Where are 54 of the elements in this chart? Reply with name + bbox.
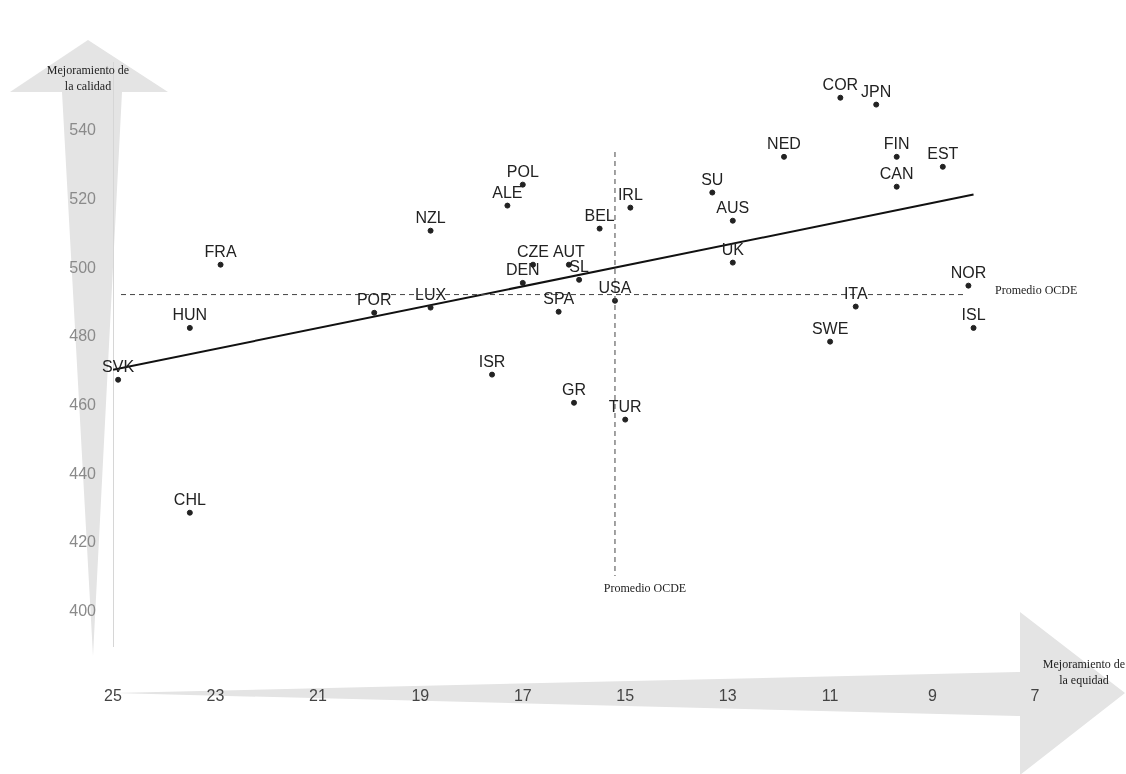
data-label: HUN bbox=[172, 306, 208, 324]
data-label: USA bbox=[598, 279, 632, 297]
data-label: DEN bbox=[505, 261, 540, 279]
x-tick-label: 13 bbox=[718, 687, 737, 705]
data-label: AUS bbox=[716, 199, 750, 217]
data-label: CZE bbox=[517, 243, 550, 261]
x-tick-label: 25 bbox=[104, 687, 122, 705]
data-label: FRA bbox=[204, 243, 237, 261]
data-label: COR bbox=[822, 76, 859, 94]
data-label: SL bbox=[569, 258, 590, 276]
data-label: ISL bbox=[961, 306, 986, 324]
data-label: SWE bbox=[811, 320, 849, 338]
data-label: SU bbox=[701, 170, 724, 188]
x-tick-label: 7 bbox=[1030, 687, 1040, 705]
x-tick-label: 9 bbox=[928, 687, 938, 705]
data-label: ALE bbox=[492, 184, 523, 201]
data-label: EST bbox=[927, 145, 959, 163]
data-label: POL bbox=[506, 163, 539, 181]
data-label: CAN bbox=[879, 165, 914, 183]
x-tick-label: 11 bbox=[821, 687, 839, 705]
data-label: NZL bbox=[415, 209, 446, 227]
data-label: UK bbox=[721, 241, 745, 259]
ref-line-label: Promedio OCDE bbox=[995, 282, 1078, 297]
x-tick-label: 17 bbox=[513, 687, 532, 705]
y-tick-label: 440 bbox=[69, 464, 97, 482]
y-tick-label: 420 bbox=[69, 533, 97, 551]
data-label: GR bbox=[562, 381, 586, 399]
data-label: IRL bbox=[617, 186, 643, 204]
data-label: SPA bbox=[543, 290, 575, 308]
x-tick-label: 19 bbox=[411, 687, 430, 705]
y-tick-label: 460 bbox=[69, 395, 97, 413]
x-tick-label: 15 bbox=[616, 687, 635, 705]
y-tick-label: 500 bbox=[69, 258, 97, 276]
data-label: TUR bbox=[608, 398, 642, 416]
data-label: NED bbox=[767, 135, 801, 153]
y-axis-title: Mejoramiento de la calidad bbox=[45, 62, 131, 94]
data-label: CHL bbox=[173, 491, 206, 509]
data-label: BEL bbox=[584, 207, 615, 225]
data-label: JPN bbox=[861, 83, 892, 100]
y-tick-label: 520 bbox=[69, 189, 97, 207]
data-label: LUX bbox=[415, 286, 447, 304]
ref-line-label: Promedio OCDE bbox=[603, 581, 687, 596]
data-label: FIN bbox=[883, 135, 910, 153]
x-axis-title: Mejoramiento de la equidad bbox=[1042, 656, 1126, 688]
x-tick-label: 23 bbox=[206, 687, 225, 705]
y-tick-label: 480 bbox=[69, 327, 97, 345]
data-label: POR bbox=[356, 291, 392, 309]
x-tick-label: 21 bbox=[308, 687, 327, 705]
y-tick-label: 400 bbox=[69, 602, 97, 620]
data-label: NOR bbox=[950, 264, 987, 282]
data-label: ITA bbox=[843, 285, 868, 302]
data-label: AUT bbox=[552, 243, 586, 261]
data-label: ISR bbox=[478, 353, 506, 371]
y-tick-label: 540 bbox=[69, 121, 97, 139]
